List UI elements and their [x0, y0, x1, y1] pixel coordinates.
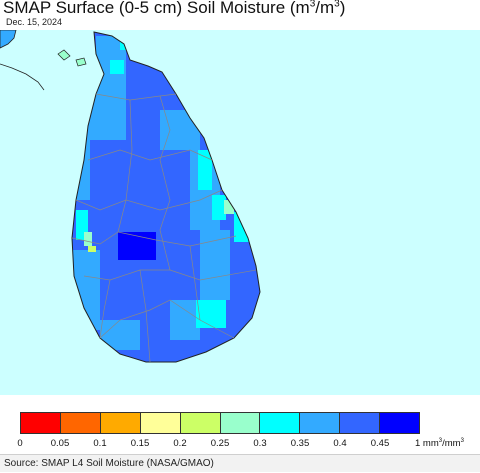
mannar-islets: [57, 49, 87, 67]
legend-swatch: [260, 413, 301, 433]
legend-swatch: [21, 413, 61, 433]
map-title: SMAP Surface (0-5 cm) Soil Moisture (m3/…: [3, 0, 346, 17]
soil-moisture-map: [0, 30, 261, 363]
district-borders: [71, 93, 257, 363]
legend-tick-label: 0.1: [93, 438, 107, 449]
island-coastline: [71, 31, 261, 363]
legend-tick-label: 0.45: [370, 438, 390, 449]
legend-tick-label: 0.2: [173, 438, 187, 449]
legend-unit: 1 mm3/mm3: [415, 438, 464, 450]
map-canvas: [0, 30, 480, 395]
legend-tick-label: 0.25: [210, 438, 230, 449]
india-coastline: [0, 63, 45, 91]
map-date: Dec. 15, 2024: [6, 17, 63, 27]
legend-swatch: [340, 413, 381, 433]
legend-tick-label: 0.15: [130, 438, 150, 449]
legend-swatch: [140, 413, 181, 433]
legend-tick-label: 0.05: [50, 438, 70, 449]
legend-swatch: [220, 413, 261, 433]
legend-tick-label: 0.4: [333, 438, 347, 449]
legend-tick-label: 0: [17, 438, 23, 449]
legend-swatch: [100, 413, 141, 433]
india-landmass: [0, 30, 17, 49]
color-legend: [20, 412, 420, 434]
legend-tick-label: 0.3: [253, 438, 267, 449]
legend-swatch: [180, 413, 221, 433]
legend-ticks: 0 0.05 0.1 0.15 0.2 0.25 0.3 0.35 0.4 0.45: [0, 438, 480, 452]
legend-tick-label: 0.35: [290, 438, 310, 449]
source-footer: Source: SMAP L4 Soil Moisture (NASA/GMAO…: [0, 454, 480, 472]
legend-swatch: [300, 413, 341, 433]
legend-swatch: [60, 413, 101, 433]
legend-swatch: [380, 413, 420, 433]
